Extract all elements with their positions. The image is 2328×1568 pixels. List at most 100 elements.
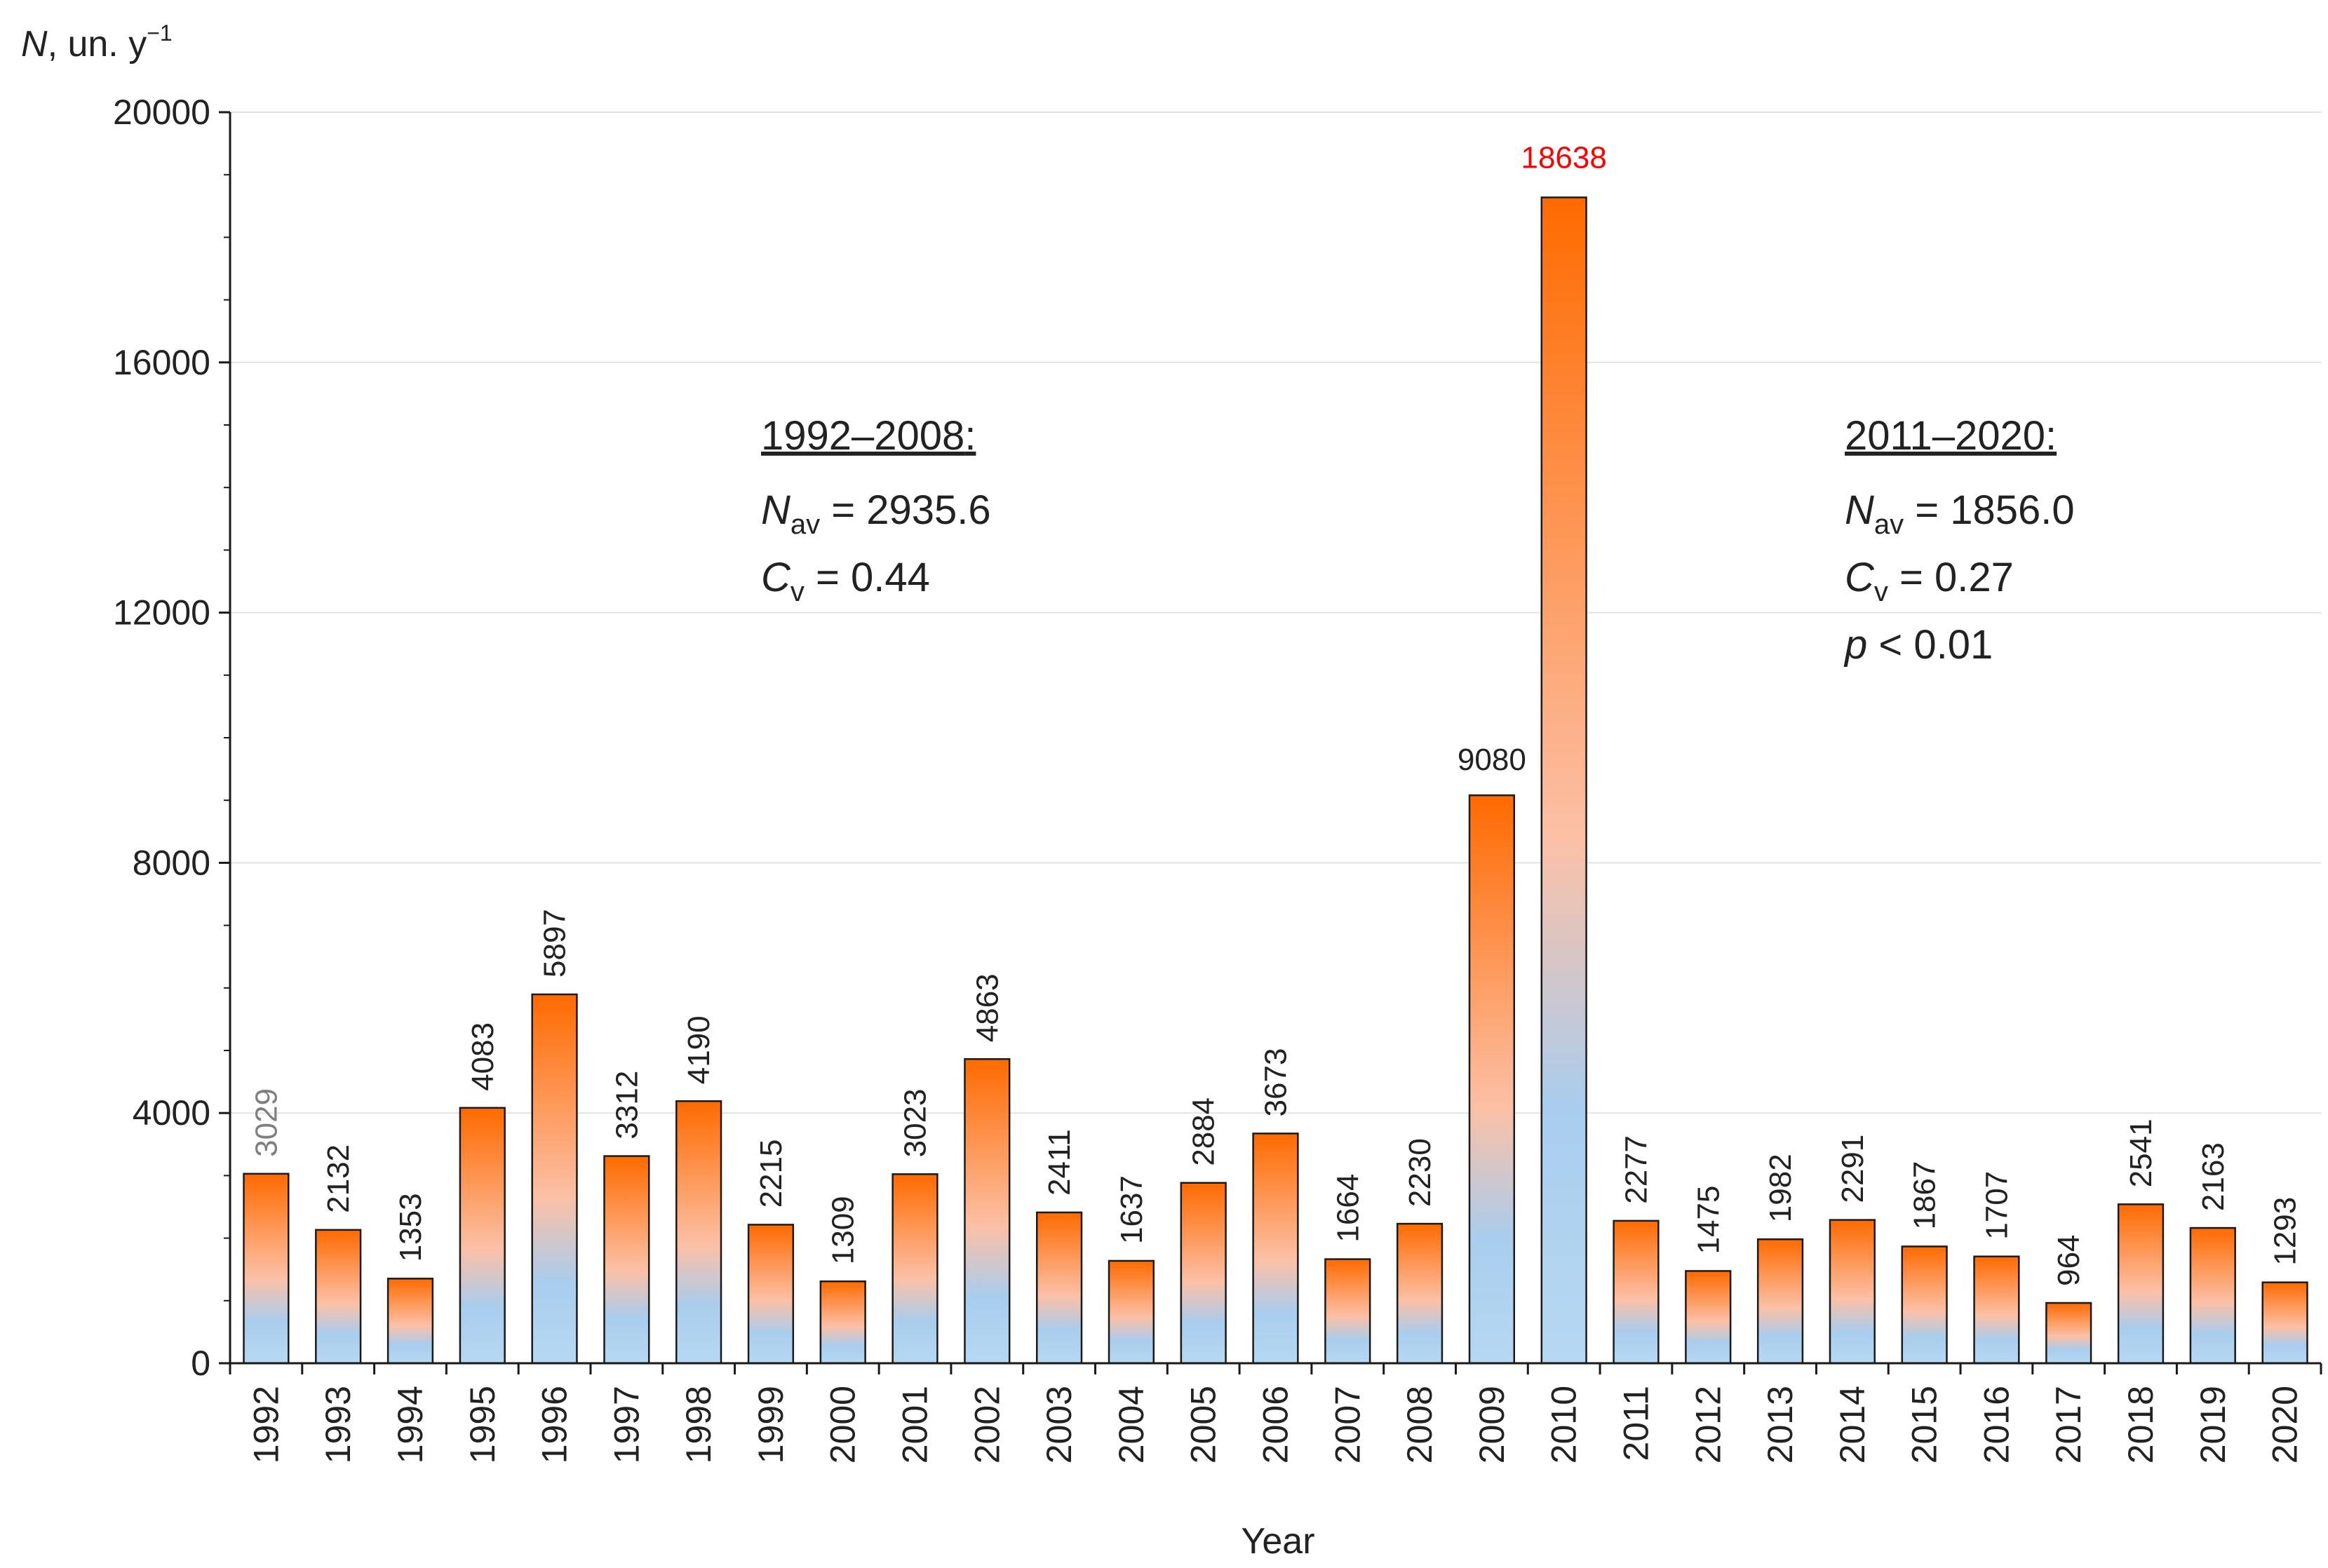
y-tick-label: 8000 (133, 843, 210, 882)
bar-2006 (1252, 1133, 1299, 1365)
data-label-2005: 2884 (1187, 1097, 1221, 1166)
x-tick-label: 2015 (1905, 1386, 1944, 1464)
x-tick-label: 1998 (679, 1386, 718, 1464)
x-tick-label: 2016 (1977, 1386, 2016, 1464)
data-label-1997: 3312 (610, 1071, 644, 1140)
y-axis-label-exponent: −1 (147, 20, 172, 46)
data-label-2014: 2291 (1836, 1135, 1870, 1203)
bar-1996 (531, 993, 578, 1365)
data-label-2000: 1309 (826, 1196, 861, 1264)
bar-2007 (1324, 1258, 1371, 1365)
data-label-2004: 1637 (1115, 1175, 1149, 1244)
x-tick-label: 2013 (1761, 1386, 1800, 1464)
data-label-1998: 4190 (682, 1015, 716, 1084)
x-tick-label: 2010 (1545, 1386, 1584, 1464)
bar-2014 (1829, 1219, 1876, 1365)
x-tick-label: 2005 (1184, 1386, 1223, 1464)
x-tick-label: 2018 (2121, 1386, 2160, 1464)
bar-1995 (459, 1107, 506, 1365)
bar-2011 (1613, 1219, 1660, 1365)
x-tick-label: 1999 (751, 1386, 790, 1464)
data-label-2016: 1707 (1979, 1171, 2014, 1240)
x-axis-label: Year (1241, 1521, 1314, 1562)
y-tick-label: 0 (191, 1344, 210, 1383)
y-axis-label: N, un. y−1 (21, 20, 173, 65)
bar-2010 (1540, 196, 1587, 1365)
bar-1992 (243, 1172, 290, 1365)
annotation-1-period: 1992–2008: (761, 413, 976, 459)
annotation-1-cv: Cv = 0.44 (761, 555, 930, 607)
data-label-1995: 4083 (466, 1022, 500, 1091)
x-tick-label: 1994 (391, 1386, 430, 1464)
bar-2009 (1468, 794, 1515, 1365)
data-label-2003: 2411 (1042, 1129, 1077, 1196)
data-label-1992: 3029 (249, 1088, 283, 1157)
data-label-2010: 18638 (1521, 140, 1606, 175)
x-tick-label: 2004 (1112, 1386, 1151, 1464)
x-tick-label: 2006 (1256, 1386, 1296, 1464)
data-label-2018: 2541 (2124, 1118, 2158, 1187)
bar-1994 (386, 1278, 434, 1365)
annotation-2-period: 2011–2020: (1845, 413, 2057, 459)
x-tick-label: 2019 (2193, 1386, 2233, 1464)
y-tick-label: 16000 (113, 343, 210, 382)
data-label-1993: 2132 (321, 1144, 356, 1213)
bar-2000 (819, 1280, 866, 1365)
data-label-2019: 2163 (2196, 1142, 2231, 1211)
x-tick-label: 2002 (967, 1386, 1007, 1464)
bar-2017 (2045, 1302, 2092, 1365)
bar-2003 (1036, 1211, 1083, 1365)
x-tick-label: 2003 (1039, 1386, 1079, 1464)
data-label-2001: 3023 (899, 1088, 933, 1157)
data-label-2020: 1293 (2268, 1197, 2303, 1266)
x-ticks: 1992 1993 1994 1995 1996 1997 1998 1999 2000 2001… (229, 1363, 2322, 1464)
data-label-2017: 964 (2052, 1235, 2086, 1286)
bars (243, 196, 2308, 1365)
x-tick-label: 2001 (896, 1386, 935, 1464)
annotation-2011-2020: 2011–2020: Nav = 1856.0 Cv = 0.27 p < 0.… (1843, 413, 2075, 668)
bar-2019 (2189, 1226, 2236, 1365)
bar-1993 (315, 1229, 362, 1365)
bar-2002 (964, 1057, 1011, 1365)
x-tick-label: 1993 (318, 1386, 358, 1464)
x-tick-label: 2007 (1328, 1386, 1367, 1464)
y-tick-label: 4000 (133, 1093, 210, 1133)
bar-1997 (603, 1155, 650, 1365)
data-label-2015: 1867 (1908, 1161, 1942, 1230)
data-label-1994: 1353 (393, 1193, 428, 1262)
x-tick-label: 2011 (1616, 1386, 1655, 1461)
y-axis-label-symbol: N (21, 24, 48, 65)
data-label-1996: 5897 (538, 909, 572, 978)
data-label-2011: 2277 (1619, 1135, 1653, 1204)
x-tick-label: 1997 (607, 1386, 646, 1464)
y-ticks: 0 4000 8000 12000 16000 20000 (113, 93, 230, 1383)
y-axis-label-unit: , un. y (48, 24, 147, 65)
bar-2016 (1973, 1255, 2020, 1365)
bar-2013 (1756, 1238, 1804, 1365)
annotation-2-nav: Nav = 1856.0 (1845, 487, 2075, 540)
x-tick-label: 1992 (246, 1386, 285, 1464)
bar-2008 (1396, 1222, 1444, 1365)
y-tick-label: 20000 (113, 93, 210, 132)
x-tick-label: 2009 (1472, 1386, 1512, 1464)
x-tick-label: 2012 (1688, 1386, 1728, 1464)
data-label-2008: 2230 (1403, 1138, 1437, 1207)
bar-2012 (1685, 1270, 1732, 1365)
bar-2004 (1108, 1259, 1155, 1365)
x-tick-label: 1995 (463, 1386, 502, 1464)
annotation-1-nav: Nav = 2935.6 (761, 487, 991, 540)
gridlines (230, 111, 2321, 1114)
x-tick-label: 2017 (2049, 1386, 2088, 1464)
bar-2018 (2117, 1203, 2165, 1365)
x-tick-label: 2014 (1833, 1386, 1872, 1464)
bar-2001 (891, 1173, 938, 1365)
annotation-1992-2008: 1992–2008: Nav = 2935.6 Cv = 0.44 (761, 413, 991, 607)
annotation-2-cv: Cv = 0.27 (1845, 555, 2014, 607)
annotation-2-p: p < 0.01 (1843, 622, 1993, 668)
bar-1999 (747, 1224, 795, 1365)
data-label-2012: 1475 (1691, 1186, 1725, 1255)
bar-2005 (1180, 1182, 1227, 1365)
data-label-2007: 1664 (1331, 1174, 1365, 1243)
x-tick-label: 2000 (823, 1386, 863, 1464)
data-labels: 3029 2132 1353 4083 5897 3312 4190 2215 1309 3023… (249, 140, 2302, 1286)
